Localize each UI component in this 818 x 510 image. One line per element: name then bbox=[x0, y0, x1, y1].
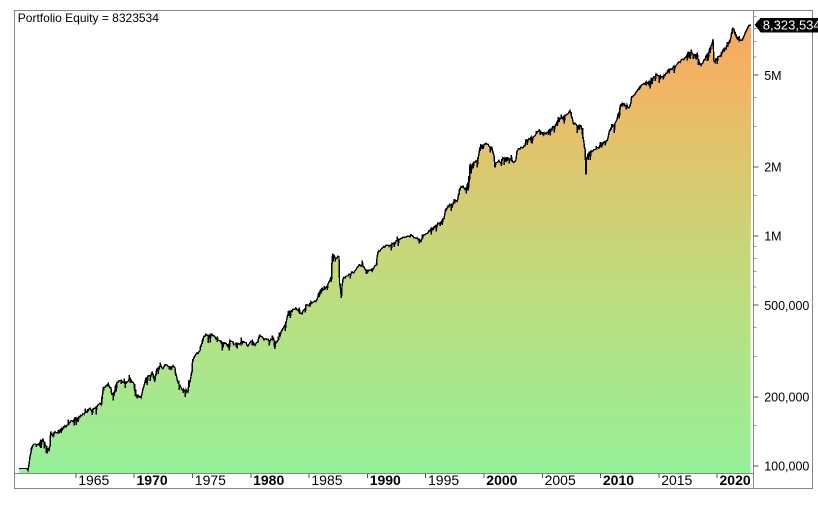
svg-text:200,000: 200,000 bbox=[764, 390, 809, 404]
svg-text:2010: 2010 bbox=[603, 472, 634, 488]
svg-text:1980: 1980 bbox=[253, 472, 284, 488]
svg-text:5M: 5M bbox=[764, 69, 781, 83]
svg-text:Portfolio Equity = 8323534: Portfolio Equity = 8323534 bbox=[18, 11, 159, 25]
svg-text:1975: 1975 bbox=[195, 472, 226, 488]
svg-text:8,323,534: 8,323,534 bbox=[763, 18, 818, 33]
svg-text:2020: 2020 bbox=[720, 472, 751, 488]
svg-text:1M: 1M bbox=[764, 230, 781, 244]
svg-text:500,000: 500,000 bbox=[764, 299, 809, 313]
svg-text:1985: 1985 bbox=[311, 472, 342, 488]
svg-text:2000: 2000 bbox=[486, 472, 517, 488]
svg-text:1990: 1990 bbox=[370, 472, 401, 488]
svg-text:1995: 1995 bbox=[428, 472, 459, 488]
svg-text:100,000: 100,000 bbox=[764, 460, 809, 474]
svg-text:1965: 1965 bbox=[78, 472, 109, 488]
svg-text:2M: 2M bbox=[764, 160, 781, 174]
svg-text:1970: 1970 bbox=[137, 472, 168, 488]
svg-text:2005: 2005 bbox=[545, 472, 576, 488]
svg-text:2015: 2015 bbox=[661, 472, 692, 488]
